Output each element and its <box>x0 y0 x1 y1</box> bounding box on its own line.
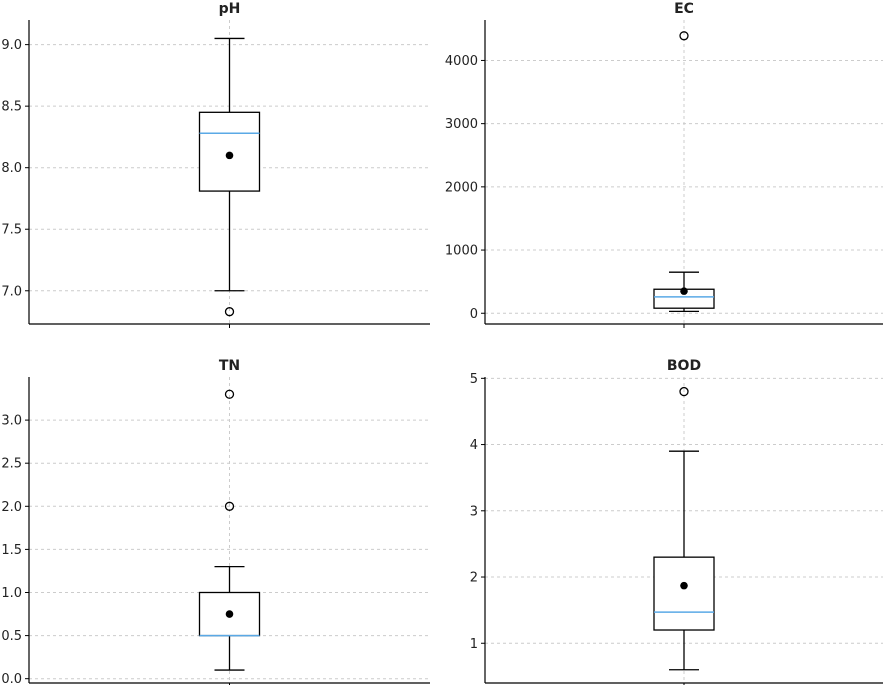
tn-outlier-0 <box>224 501 235 511</box>
ec-mean-marker <box>680 287 688 295</box>
panel-bod: 1 2 3 4 5 BOD <box>470 358 883 685</box>
ph-title: pH <box>219 1 241 17</box>
tn-ytick-label-6: 3.0 <box>1 414 22 429</box>
tn-ytick-label-2: 1.0 <box>1 586 22 601</box>
ph-ytick-label-1: 7.5 <box>1 223 22 238</box>
ec-title: EC <box>674 1 694 17</box>
ec-ytick-label-0: 0 <box>470 307 478 322</box>
tn-outlier-1 <box>224 389 235 399</box>
ec-ytick-label-1: 1000 <box>445 244 478 259</box>
ec-outlier-0 <box>679 31 689 41</box>
bod-box <box>653 556 715 631</box>
panel-ec: 0 1000 2000 3000 4000 EC <box>445 1 883 328</box>
tn-mean-marker <box>225 610 234 618</box>
bod-title: BOD <box>667 358 701 374</box>
ec-ytick-label-3: 3000 <box>445 117 478 132</box>
bod-ytick-label-0: 1 <box>470 637 478 652</box>
bod-mean-marker <box>680 581 688 590</box>
ph-ytick-label-2: 8.0 <box>1 161 22 176</box>
ph-outlier-0 <box>224 307 235 317</box>
tn-ytick-label-1: 0.5 <box>1 629 22 644</box>
tn-ytick-label-3: 1.5 <box>1 543 22 558</box>
panel-ph: 7.0 7.5 8.0 8.5 9.0 pH <box>1 1 430 328</box>
bod-ytick-label-4: 5 <box>470 372 478 387</box>
bod-ytick-label-2: 3 <box>470 504 478 519</box>
bod-ytick-label-1: 2 <box>470 571 478 586</box>
bod-ytick-label-3: 4 <box>470 438 478 453</box>
tn-ytick-label-0: 0.0 <box>1 672 22 685</box>
tn-ytick-label-4: 2.0 <box>1 500 22 515</box>
ec-ytick-label-2: 2000 <box>445 180 478 195</box>
tn-title: TN <box>219 358 240 374</box>
ph-ytick-label-4: 9.0 <box>1 38 22 53</box>
bod-outlier-0 <box>679 386 689 397</box>
ph-mean-marker <box>225 151 234 160</box>
tn-ytick-label-5: 2.5 <box>1 457 22 472</box>
ph-ytick-label-3: 8.5 <box>1 100 22 115</box>
ph-ytick-label-0: 7.0 <box>1 284 22 299</box>
panel-tn: 0.0 0.5 1.0 1.5 2.0 2.5 3.0 TN <box>1 358 430 685</box>
ec-ytick-label-4: 4000 <box>445 54 478 69</box>
